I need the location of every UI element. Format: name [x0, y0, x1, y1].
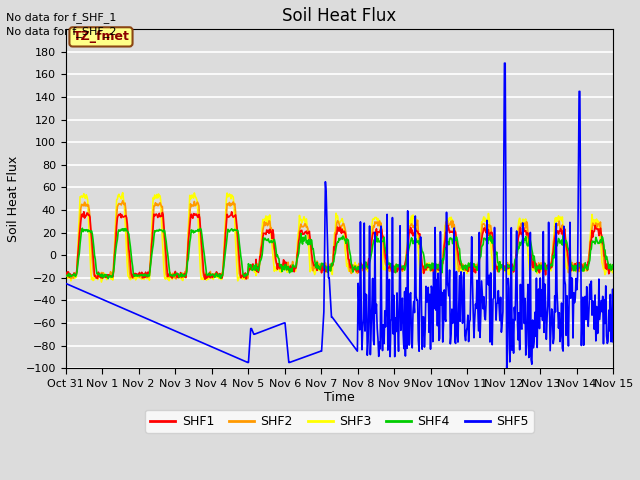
X-axis label: Time: Time	[324, 391, 355, 404]
Title: Soil Heat Flux: Soil Heat Flux	[282, 7, 397, 25]
Legend: SHF1, SHF2, SHF3, SHF4, SHF5: SHF1, SHF2, SHF3, SHF4, SHF5	[145, 410, 534, 433]
Text: No data for f_SHF_2: No data for f_SHF_2	[6, 26, 117, 37]
Text: No data for f_SHF_1: No data for f_SHF_1	[6, 12, 116, 23]
Y-axis label: Soil Heat Flux: Soil Heat Flux	[7, 156, 20, 242]
Text: TZ_fmet: TZ_fmet	[72, 30, 129, 43]
